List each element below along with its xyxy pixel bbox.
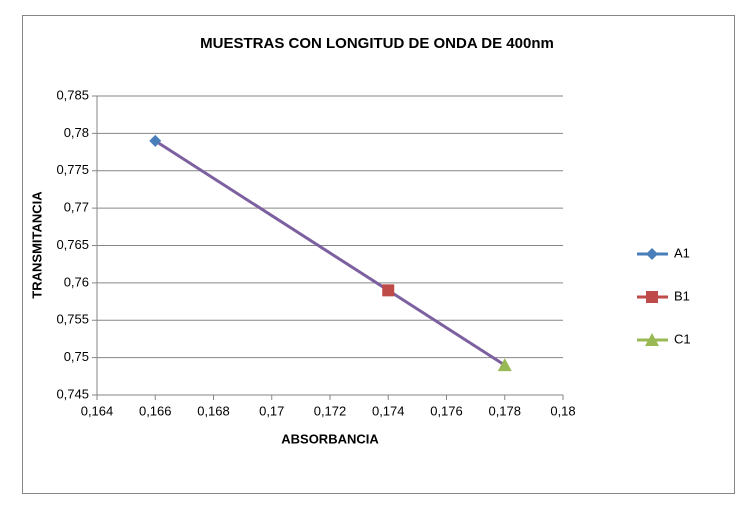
x-tick-label: 0,18	[550, 403, 575, 418]
legend-label: A1	[674, 245, 690, 260]
y-tick-label: 0,76	[64, 274, 89, 289]
point	[149, 134, 162, 147]
x-tick-label: 0,166	[139, 403, 172, 418]
x-tick-label: 0,172	[314, 403, 347, 418]
y-axis-title: TRANSMITANCIA	[29, 191, 44, 299]
legend-marker	[645, 333, 659, 346]
point	[497, 358, 512, 372]
x-tick-label: 0,164	[81, 403, 114, 418]
x-tick-label: 0,17	[259, 403, 284, 418]
x-tick-label: 0,178	[488, 403, 521, 418]
chart-title: MUESTRAS CON LONGITUD DE ONDA DE 400nm	[200, 35, 554, 52]
chart-border	[22, 15, 735, 494]
x-tick-label: 0,174	[372, 403, 405, 418]
y-tick-label: 0,75	[64, 349, 89, 364]
x-tick-label: 0,176	[430, 403, 463, 418]
legend-label: C1	[674, 331, 691, 346]
y-tick-label: 0,785	[56, 87, 89, 102]
legend-label: B1	[674, 288, 690, 303]
point	[382, 284, 395, 297]
y-tick-label: 0,77	[64, 200, 89, 215]
legend-marker	[646, 248, 658, 260]
y-tick-label: 0,765	[56, 237, 89, 252]
y-tick-label: 0,78	[64, 125, 89, 140]
y-tick-label: 0,745	[56, 386, 89, 401]
y-tick-label: 0,755	[56, 312, 89, 327]
y-tick-label: 0,775	[56, 162, 89, 177]
x-axis-title: ABSORBANCIA	[281, 431, 379, 446]
legend-marker	[646, 291, 658, 303]
x-tick-label: 0,168	[197, 403, 230, 418]
